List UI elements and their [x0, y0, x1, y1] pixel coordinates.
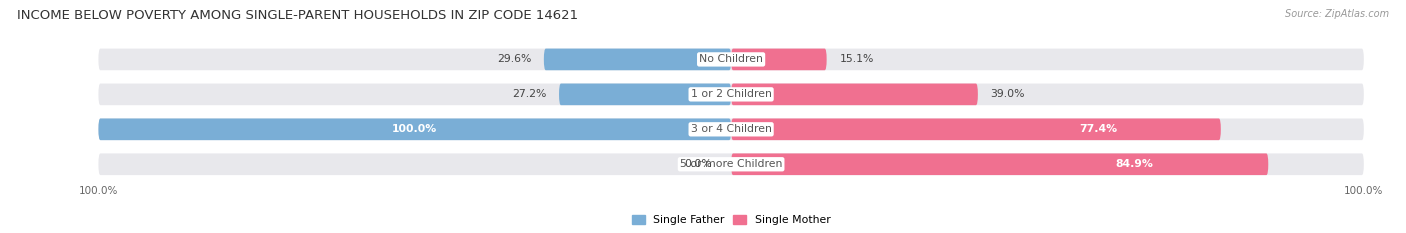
- Text: 0.0%: 0.0%: [685, 159, 711, 169]
- Legend: Single Father, Single Mother: Single Father, Single Mother: [627, 211, 835, 230]
- Text: 15.1%: 15.1%: [839, 55, 873, 64]
- FancyBboxPatch shape: [560, 84, 731, 105]
- FancyBboxPatch shape: [731, 84, 977, 105]
- FancyBboxPatch shape: [98, 84, 1364, 105]
- FancyBboxPatch shape: [98, 49, 1364, 70]
- Text: 39.0%: 39.0%: [990, 89, 1025, 99]
- Text: Source: ZipAtlas.com: Source: ZipAtlas.com: [1285, 9, 1389, 19]
- Text: 100.0%: 100.0%: [392, 124, 437, 134]
- FancyBboxPatch shape: [731, 154, 1268, 175]
- Text: 1 or 2 Children: 1 or 2 Children: [690, 89, 772, 99]
- Text: 77.4%: 77.4%: [1080, 124, 1118, 134]
- Text: 29.6%: 29.6%: [496, 55, 531, 64]
- Text: 3 or 4 Children: 3 or 4 Children: [690, 124, 772, 134]
- FancyBboxPatch shape: [98, 118, 731, 140]
- FancyBboxPatch shape: [544, 49, 731, 70]
- Text: 84.9%: 84.9%: [1115, 159, 1153, 169]
- Text: No Children: No Children: [699, 55, 763, 64]
- Text: 5 or more Children: 5 or more Children: [681, 159, 782, 169]
- Text: INCOME BELOW POVERTY AMONG SINGLE-PARENT HOUSEHOLDS IN ZIP CODE 14621: INCOME BELOW POVERTY AMONG SINGLE-PARENT…: [17, 9, 578, 22]
- FancyBboxPatch shape: [731, 49, 827, 70]
- FancyBboxPatch shape: [98, 154, 1364, 175]
- Text: 27.2%: 27.2%: [512, 89, 547, 99]
- FancyBboxPatch shape: [731, 118, 1220, 140]
- FancyBboxPatch shape: [98, 118, 1364, 140]
